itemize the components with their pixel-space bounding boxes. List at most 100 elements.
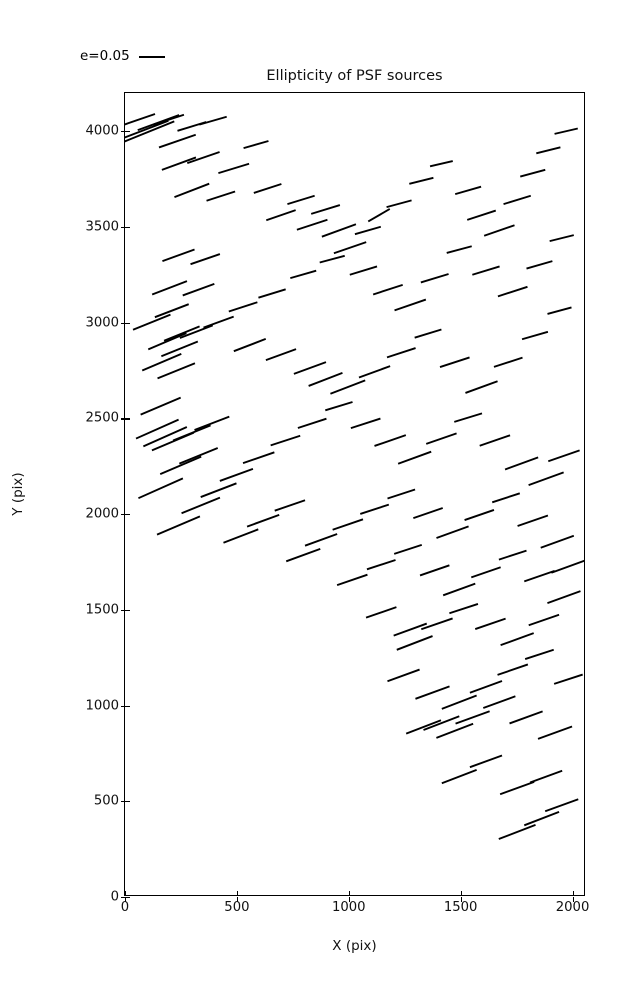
ellipticity-whisker [138, 477, 184, 500]
ellipticity-whisker [547, 590, 581, 605]
ellipticity-whisker [386, 199, 412, 209]
ellipticity-whisker [296, 218, 328, 231]
ellipticity-whisker [178, 447, 219, 465]
ellipticity-whisker [409, 176, 434, 185]
ellipticity-whisker [203, 315, 234, 329]
ellipticity-whisker [336, 573, 368, 587]
x-tick-inner [125, 890, 127, 895]
ellipticity-whisker [325, 401, 353, 412]
ellipticity-whisker [503, 194, 532, 206]
y-tick-label: 2000 [85, 506, 119, 522]
ellipticity-whisker [151, 280, 188, 296]
ellipticity-whisker [233, 338, 267, 353]
ellipticity-whisker [246, 513, 280, 528]
ellipticity-whisker [332, 518, 364, 531]
y-tick-inner [125, 131, 130, 133]
ellipticity-whisker [466, 209, 497, 221]
ellipticity-whisker [528, 613, 560, 627]
y-tick [120, 131, 125, 133]
ellipticity-whisker [523, 569, 555, 583]
ellipticity-whisker [396, 635, 433, 651]
ellipticity-whisker [194, 415, 230, 431]
ellipticity-whisker [544, 798, 579, 813]
x-tick [236, 897, 238, 902]
ellipticity-whisker [132, 313, 171, 331]
ellipticity-whisker [270, 434, 301, 447]
x-tick-inner [348, 890, 350, 895]
ellipticity-whisker [321, 223, 357, 238]
ellipticity-whisker [350, 417, 381, 430]
y-tick-inner [125, 418, 130, 420]
ellipticity-whisker [265, 209, 296, 222]
ellipticity-whisker [319, 254, 345, 264]
plot-axes: 0 500 1000 1500 2000 2500 3000 3500 4000 0 500 1000… [85, 92, 589, 915]
ellipticity-whisker [436, 722, 474, 739]
ellipticity-whisker [243, 140, 269, 150]
y-tick [120, 322, 125, 324]
ellipticity-whisker [140, 396, 182, 416]
ellipticity-whisker [161, 156, 197, 171]
page-title: Ellipticity of PSF sources [266, 68, 443, 84]
ellipticity-whisker [394, 298, 427, 312]
ellipticity-whisker [163, 325, 200, 342]
ellipticity-whisker [179, 324, 214, 339]
y-tick-label: 3000 [85, 315, 119, 331]
ellipticity-whisker [359, 503, 390, 515]
ellipticity-whisker [157, 362, 196, 380]
x-tick-inner [572, 890, 574, 895]
ellipticity-whisker [419, 564, 450, 577]
ellipticity-whisker [333, 241, 367, 255]
y-tick [120, 609, 125, 611]
ellipticity-whisker [423, 715, 460, 731]
ellipticity-whisker [524, 648, 555, 660]
ellipticity-whisker [405, 719, 442, 735]
ellipticity-whisker [274, 499, 306, 512]
horizontal-line-icon [138, 55, 165, 59]
ellipticity-whisker [253, 183, 282, 194]
ellipticity-whisker [154, 303, 190, 319]
ellipticity-whisker [540, 534, 575, 549]
ellipticity-whisker [223, 528, 259, 544]
ellipticity-whisker [310, 204, 341, 215]
y-tick-label: 0 [110, 889, 119, 905]
ellipticity-whisker [455, 710, 490, 725]
ellipticity-whisker [425, 432, 457, 445]
ellipticity-whisker [441, 769, 477, 785]
ellipticity-whisker [493, 356, 523, 368]
x-axis-label: X (pix) [332, 938, 377, 954]
x-tick-label: 500 [224, 900, 250, 915]
ellipticity-whisker [374, 434, 407, 447]
ellipticity-whisker [469, 680, 503, 694]
y-tick-label: 1000 [85, 698, 119, 714]
ellipticity-scale-legend: e=0.05 [80, 46, 165, 68]
ellipticity-whisker [190, 253, 221, 266]
ellipticity-whisker [285, 548, 321, 563]
ellipticity-whisker [160, 340, 199, 358]
x-tick-inner [460, 890, 462, 895]
ellipticity-whisker [153, 113, 185, 126]
ellipticity-whisker [308, 372, 343, 387]
ellipticity-whisker [293, 361, 327, 375]
x-tick-inner [236, 890, 238, 895]
ellipticity-whisker [429, 160, 453, 168]
ellipticity-whisker [242, 451, 275, 465]
ellipticity-whisker [509, 710, 543, 725]
ellipticity-whisker [265, 348, 297, 361]
y-tick-label: 3500 [85, 219, 119, 235]
ellipticity-whisker [528, 471, 564, 487]
ellipticity-whisker [554, 127, 578, 135]
y-tick-label: 2500 [85, 410, 119, 426]
ellipticity-whisker [499, 780, 535, 796]
ellipticity-whisker [393, 543, 423, 555]
ellipticity-whisker [413, 507, 444, 520]
y-tick-inner [125, 322, 130, 324]
ellipticity-whisker [498, 824, 536, 840]
y-tick-label: 4000 [85, 123, 119, 139]
ellipticity-whisker [420, 273, 449, 284]
y-axis-label: Y (pix) [10, 472, 26, 516]
ellipticity-whisker [125, 113, 156, 126]
y-tick-label: 1500 [85, 602, 119, 618]
x-tick [460, 897, 462, 902]
ellipticity-whisker [147, 332, 187, 351]
